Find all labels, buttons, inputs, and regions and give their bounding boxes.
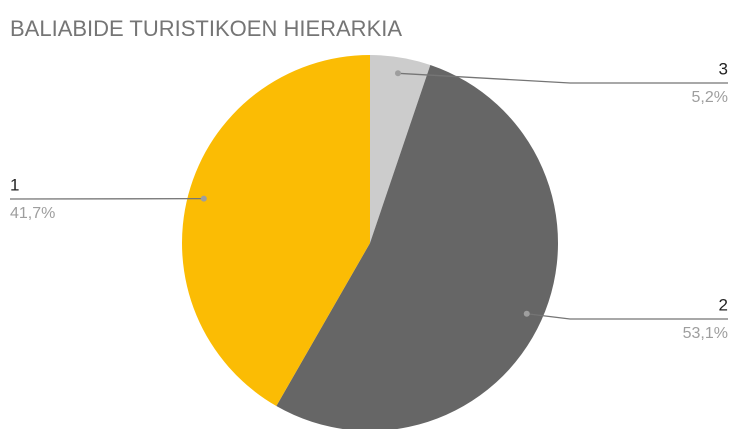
leader-line bbox=[397, 72, 728, 84]
category-label: 1 bbox=[10, 175, 19, 194]
leader-dot bbox=[523, 310, 530, 317]
chart-title: BALIABIDE TURISTIKOEN HIERARKIA bbox=[10, 16, 402, 41]
leader-dot bbox=[394, 70, 401, 77]
pie-slice bbox=[181, 55, 370, 407]
category-label: 2 bbox=[719, 295, 728, 314]
value-label: 5,2% bbox=[692, 89, 728, 106]
leader-dot bbox=[200, 195, 207, 202]
value-label: 41,7% bbox=[10, 205, 55, 222]
value-label: 53,1% bbox=[683, 325, 728, 342]
pie-slice bbox=[370, 55, 431, 243]
leader-line bbox=[526, 313, 728, 320]
pie-slice bbox=[276, 64, 558, 429]
category-label: 3 bbox=[719, 59, 728, 78]
